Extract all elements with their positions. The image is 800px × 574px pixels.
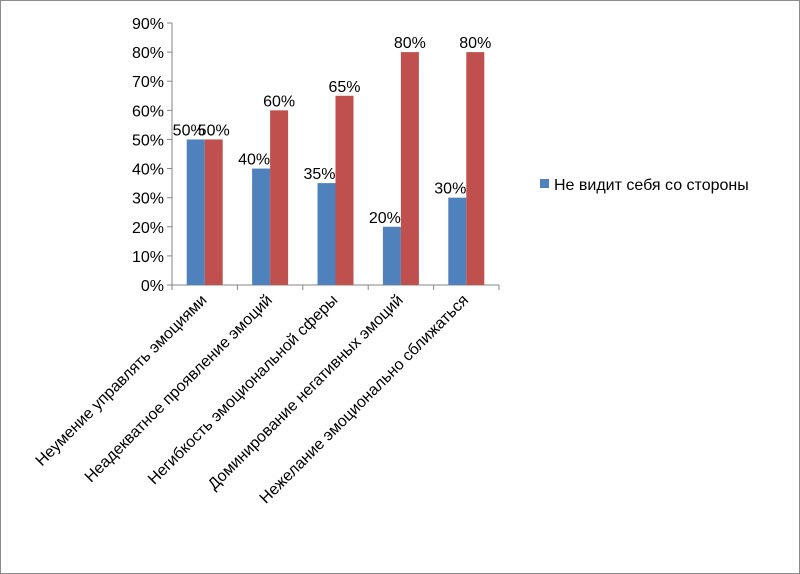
legend: Не видит себя со стороны — [540, 177, 749, 194]
data-label: 65% — [328, 79, 360, 96]
data-label: 80% — [394, 35, 426, 52]
data-label: 80% — [459, 35, 491, 52]
bar-series-2 — [204, 139, 223, 285]
y-tick-label: 80% — [132, 45, 164, 62]
y-tick-label: 10% — [132, 249, 164, 266]
y-tick-label: 90% — [132, 16, 164, 33]
data-label: 50% — [198, 122, 230, 139]
y-tick-label: 60% — [132, 103, 164, 120]
data-label: 35% — [303, 166, 335, 183]
axes: 0% 10% 20% 30% 40% 50% 60% 70% 80% 90% — [132, 16, 500, 295]
category-labels: Неумение управлять эмоциямиНеадекватное … — [33, 292, 472, 507]
data-label: 40% — [238, 152, 270, 169]
bar-series-2 — [270, 110, 289, 285]
bar-series-1 — [252, 168, 271, 285]
y-tick-label: 70% — [132, 74, 164, 91]
y-tick-label: 40% — [132, 162, 164, 179]
data-labels: 50%50% 40% 60% 35% 65% 20% 80% 30% 80% — [173, 35, 492, 227]
data-label: 50% — [173, 122, 205, 139]
data-label: 60% — [263, 93, 295, 110]
data-label: 20% — [369, 210, 401, 227]
y-tick-label: 0% — [141, 278, 164, 295]
bar-series-1 — [186, 139, 205, 285]
y-tick-label: 30% — [132, 191, 164, 208]
legend-label: Не видит себя со стороны — [554, 177, 749, 194]
y-tick-label: 20% — [132, 220, 164, 237]
y-tick-label: 50% — [132, 132, 164, 149]
legend-swatch — [540, 179, 549, 188]
bars — [186, 52, 485, 286]
bar-series-1 — [382, 226, 401, 285]
bar-series-2 — [335, 95, 354, 286]
bar-series-2 — [466, 52, 485, 285]
bar-series-2 — [400, 52, 419, 285]
data-label: 30% — [434, 181, 466, 198]
bar-series-1 — [317, 183, 336, 285]
bar-series-1 — [448, 197, 467, 285]
